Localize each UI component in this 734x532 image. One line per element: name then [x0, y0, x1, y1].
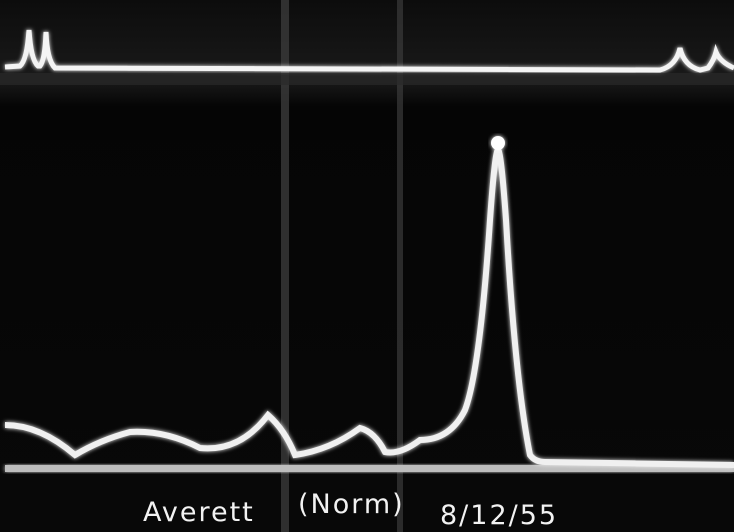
scope-photo: Averett (Norm) 8/12/55: [0, 0, 734, 532]
caption-name: Averett: [143, 497, 255, 528]
page: {"caption": {"name": "Averett", "note": …: [0, 0, 734, 532]
caption-date: 8/12/55: [440, 500, 558, 531]
peak-spot: [491, 136, 505, 150]
band: [0, 73, 734, 85]
caption-note: (Norm): [298, 489, 405, 520]
